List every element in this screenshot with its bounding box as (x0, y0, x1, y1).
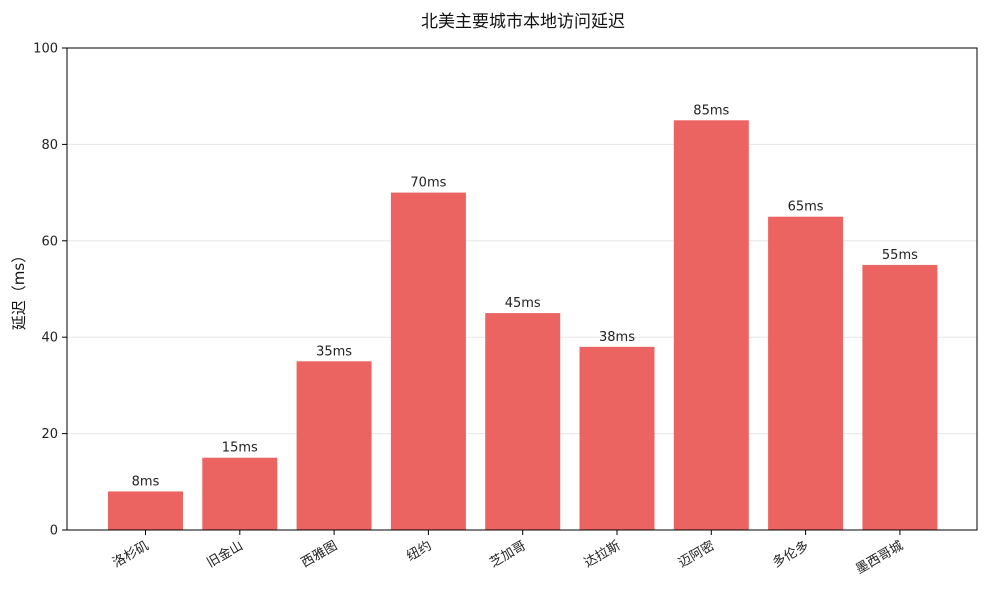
bar-value-label: 70ms (410, 176, 446, 191)
x-tick-label: 旧金山 (204, 538, 246, 571)
x-tick-label: 迈阿密 (676, 538, 718, 571)
x-tick-label: 芝加哥 (487, 538, 529, 571)
bar-value-label: 15ms (222, 441, 258, 456)
y-tick-label: 20 (41, 427, 58, 442)
x-ticks-layer: 洛杉矶 旧金山 西雅图 纽约 芝加哥 达拉斯 迈阿密 多伦多 墨西哥城 (110, 530, 906, 577)
data-labels-layer: 8ms 15ms 35ms 70ms 45ms 38ms 85ms 65ms 55ms (132, 103, 918, 489)
bar (579, 346, 655, 530)
y-tick-label: 60 (41, 234, 58, 249)
y-tick-label: 80 (41, 138, 58, 153)
bars-layer (108, 120, 938, 531)
bar (296, 361, 372, 530)
bar (108, 491, 183, 530)
x-tick-label: 墨西哥城 (853, 538, 906, 577)
bar-value-label: 8ms (132, 474, 160, 489)
y-tick-label: 100 (33, 42, 58, 57)
bar (485, 313, 561, 530)
bar-value-label: 45ms (505, 296, 541, 311)
axes-layer (66, 47, 978, 531)
bar-value-label: 85ms (693, 103, 729, 118)
x-tick-label: 洛杉矶 (110, 538, 151, 570)
x-tick-label: 西雅图 (299, 538, 340, 570)
bar (390, 192, 466, 530)
bar-value-label: 38ms (599, 330, 635, 345)
x-tick-label: 多伦多 (770, 538, 812, 571)
bar-value-label: 65ms (788, 200, 824, 215)
bar (673, 120, 749, 531)
y-ticks-layer: 0 20 40 60 80 100 (33, 42, 67, 539)
bar-value-label: 55ms (882, 248, 918, 263)
plot-frame (66, 47, 978, 531)
y-axis-label: 延迟（ms） (10, 248, 28, 330)
y-tick-label: 0 (50, 524, 58, 539)
chart-title: 北美主要城市本地访问延迟 (421, 12, 625, 32)
bar-value-label: 35ms (316, 344, 352, 359)
bar (202, 457, 278, 530)
x-tick-label: 纽约 (404, 538, 434, 564)
y-tick-label: 40 (41, 331, 58, 346)
bar (768, 216, 844, 530)
x-tick-label: 达拉斯 (582, 538, 623, 570)
bar (862, 264, 938, 530)
